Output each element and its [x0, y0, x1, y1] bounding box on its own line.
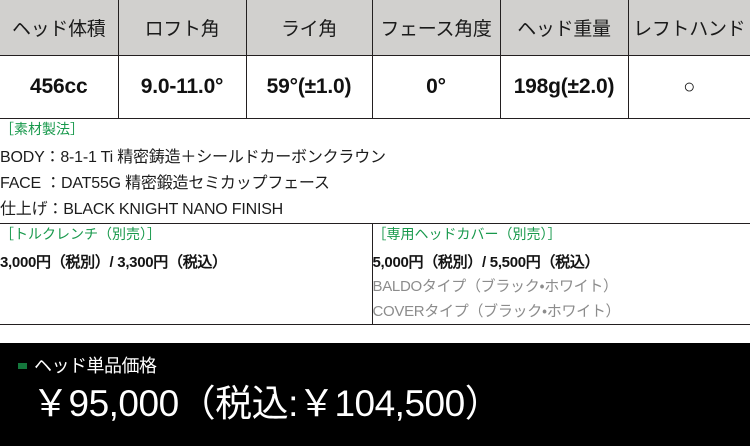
value-head-volume: 456cc	[0, 55, 119, 119]
torque-wrench-heading: ［トルクレンチ（別売）］	[0, 225, 161, 242]
column-header-left-hand: レフトハンド	[627, 0, 750, 56]
column-header-head-volume: ヘッド体積	[0, 0, 119, 56]
column-header-face-angle: フェース角度	[371, 0, 501, 56]
material-line-finish: 仕上げ：BLACK KNIGHT NANO FINISH	[0, 200, 284, 218]
torque-wrench-price: 3,000円（税別）/ 3,300円（税込）	[0, 253, 227, 271]
value-head-weight: 198g(±2.0)	[499, 55, 629, 119]
head-cover-type-cover: COVERタイプ（ブラック・ホワイト）	[372, 302, 621, 320]
spec-table-body: 456cc 9.0-11.0° 59°(±1.0) 0° 198g(±2.0) …	[0, 55, 750, 325]
column-header-lie-angle: ライ角	[245, 0, 373, 56]
head-spec-table: ヘッド体積 ロフト角 ライ角 フェース角度 ヘッド重量 レフトハンド 456cc…	[0, 0, 750, 325]
head-cover-price: 5,000円（税別）/ 5,500円（税込）	[372, 253, 600, 271]
table-row-material: ［素材製法］ BODY：8-1-1 Ti 精密鋳造＋シールドカーボンクラウン F…	[0, 118, 750, 224]
material-section: ［素材製法］ BODY：8-1-1 Ti 精密鋳造＋シールドカーボンクラウン F…	[0, 118, 750, 224]
material-line-body: BODY：8-1-1 Ti 精密鋳造＋シールドカーボンクラウン	[0, 149, 386, 166]
value-face-angle: 0°	[371, 55, 501, 119]
value-loft-angle: 9.0-11.0°	[117, 55, 247, 119]
table-row-options: ［トルクレンチ（別売）］ 3,000円（税別）/ 3,300円（税込） ［専用ヘ…	[0, 222, 750, 325]
column-header-head-weight: ヘッド重量	[499, 0, 629, 56]
head-cover-heading: ［専用ヘッドカバー（別売）］	[372, 225, 562, 242]
circle-mark-icon: ○	[627, 55, 750, 119]
banner-label: ヘッド単品価格	[34, 356, 157, 376]
table-header-row: ヘッド体積 ロフト角 ライ角 フェース角度 ヘッド重量 レフトハンド	[0, 0, 750, 56]
head-cover-type-baldo: BALDOタイプ（ブラック・ホワイト）	[372, 278, 619, 296]
banner-price: ￥95,000（税込:￥104,500）	[32, 383, 502, 424]
material-line-face: FACE ：DAT55G 精密鍛造セミカップフェース	[0, 174, 330, 192]
green-square-bullet-icon	[18, 363, 27, 369]
table-row-values: 456cc 9.0-11.0° 59°(±1.0) 0° 198g(±2.0) …	[0, 55, 750, 119]
spec-table-header: ヘッド体積 ロフト角 ライ角 フェース角度 ヘッド重量 レフトハンド	[0, 0, 750, 56]
option-torque-wrench: ［トルクレンチ（別売）］ 3,000円（税別）/ 3,300円（税込）	[0, 222, 373, 325]
material-heading: ［素材製法］	[0, 121, 84, 137]
head-price-banner: ヘッド単品価格 ￥95,000（税込:￥104,500）	[0, 343, 750, 446]
value-lie-angle: 59°(±1.0)	[245, 55, 373, 119]
column-header-loft-angle: ロフト角	[117, 0, 247, 56]
banner-label-row: ヘッド単品価格	[18, 357, 750, 375]
option-head-cover: ［専用ヘッドカバー（別売）］ 5,000円（税別）/ 5,500円（税込） BA…	[371, 222, 750, 325]
